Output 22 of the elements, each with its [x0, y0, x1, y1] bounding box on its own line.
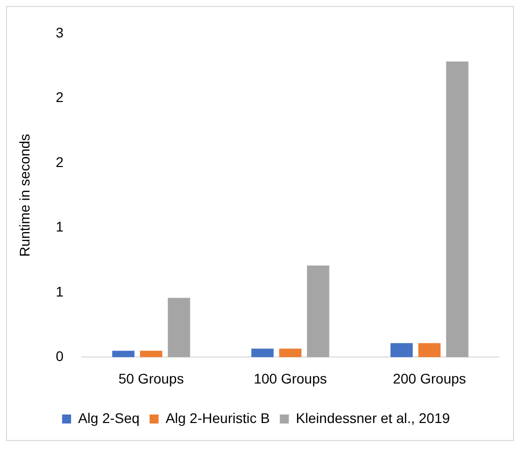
y-tick-label: 1	[56, 218, 64, 235]
bar	[418, 343, 441, 358]
bar	[168, 298, 190, 358]
y-tick-label: 1	[56, 283, 64, 300]
bar	[306, 265, 330, 358]
y-tick-label: 2	[56, 89, 64, 106]
y-tick-label: 0	[56, 348, 64, 364]
y-axis-title: Runtime in seconds	[16, 134, 32, 257]
bar	[251, 348, 274, 358]
legend-label: Kleindessner et al., 2019	[296, 410, 450, 426]
legend-label: Alg 2-Seq	[78, 410, 140, 426]
bar	[112, 350, 134, 358]
y-tick-label: 3	[56, 24, 64, 40]
x-tick-label: 200 Groups	[392, 370, 466, 386]
x-tick-label: 100 Groups	[254, 370, 327, 386]
bar	[140, 350, 162, 358]
bar	[446, 61, 468, 358]
legend-label: Alg 2-Heuristic B	[166, 410, 270, 426]
y-tick-label: 2	[56, 154, 64, 170]
bar	[279, 348, 302, 358]
x-tick-label: 50 Groups	[118, 370, 184, 386]
bar	[390, 343, 413, 358]
